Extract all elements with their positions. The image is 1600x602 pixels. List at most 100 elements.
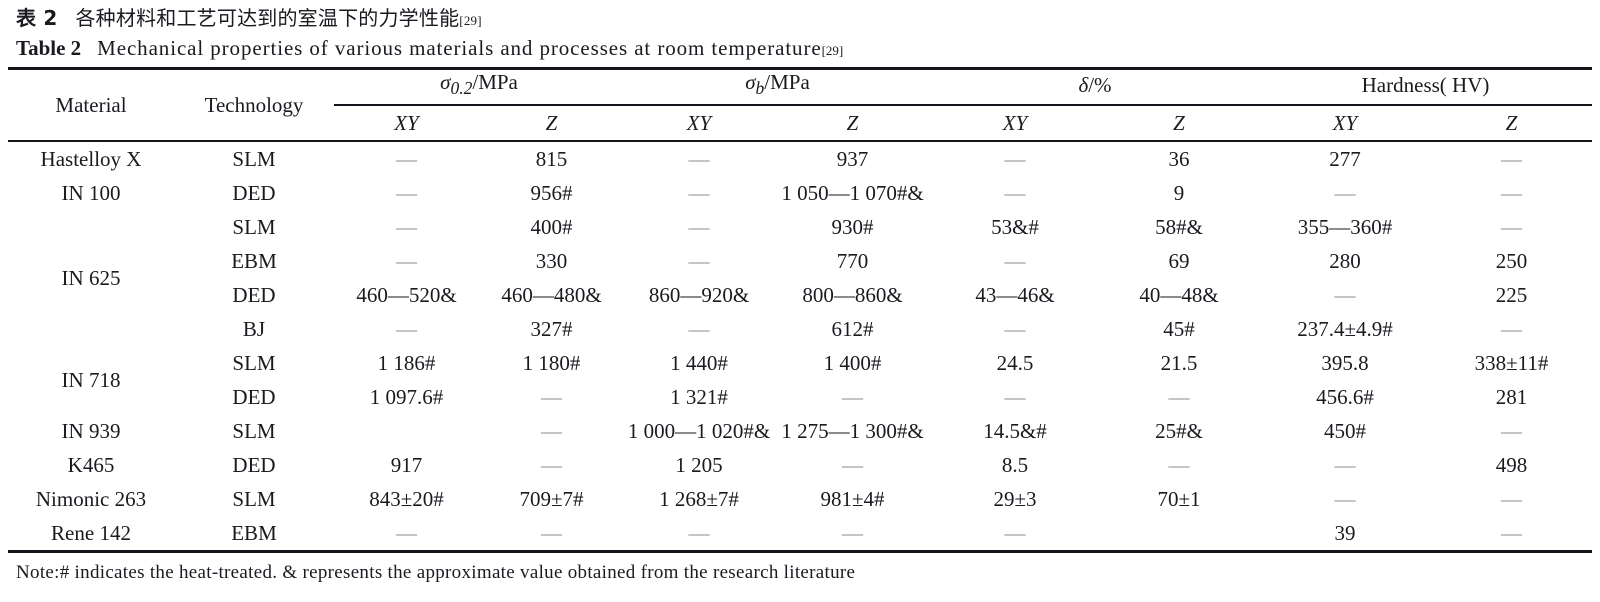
cell-yield-z: — <box>541 520 562 545</box>
cell-tensile-xy: 860—920& <box>648 282 750 307</box>
cell-material: K465 <box>67 452 115 477</box>
cell-yield-xy: 1 186# <box>377 350 436 375</box>
header-group-elongation: δ/% <box>931 70 1259 106</box>
cell-hardness-xy: 277 <box>1329 146 1361 171</box>
header-group-yield-strength: σ0.2/MPa <box>334 70 624 106</box>
cell-technology: SLM <box>232 418 276 443</box>
cell-tensile-z: 1 050—1 070#& <box>781 180 924 205</box>
cell-elongation-z: 69 <box>1168 248 1190 273</box>
cell-yield-xy: — <box>396 520 417 545</box>
cell-yield-xy: — <box>396 248 417 273</box>
cell-elongation-z: 25#& <box>1155 418 1203 443</box>
header-material: Material <box>55 92 127 117</box>
cell-yield-xy: — <box>396 146 417 171</box>
cell-tensile-z: 1 400# <box>823 350 882 375</box>
cell-elongation-xy: 8.5 <box>1001 452 1029 477</box>
table-row: BJ — 327# — 612# — 45# 237.4±4.9# — <box>8 312 1592 346</box>
cell-tensile-xy: 1 321# <box>670 384 728 409</box>
cell-yield-z: 460—480& <box>501 282 602 307</box>
cell-hardness-xy: — <box>1334 180 1356 205</box>
header-sub-hardness-z: Z <box>1505 110 1518 135</box>
table-row: DED 460—520& 460—480& 860—920& 800—860& 43—46… <box>8 278 1592 312</box>
header-sub-yield-xy: XY <box>394 110 419 135</box>
header-technology: Technology <box>204 92 304 117</box>
table-row: IN 100 DED — 956# — 1 050—1 070#& — 9 — — <box>8 176 1592 210</box>
caption-english: Table 2 Mechanical properties of various… <box>16 36 844 60</box>
cell-yield-xy: 460—520& <box>356 282 457 307</box>
cell-tensile-xy: — <box>688 520 710 545</box>
cell-elongation-z: — <box>1168 384 1190 409</box>
cell-elongation-z: 9 <box>1173 180 1185 205</box>
cell-hardness-xy: — <box>1334 282 1356 307</box>
header-group-yield-unit: /MPa <box>472 70 518 95</box>
cell-technology: DED <box>232 452 276 477</box>
cell-hardness-z: 250 <box>1495 248 1528 273</box>
table-row: Nimonic 263 SLM 843±20# 709±7# 1 268±7# 981±4… <box>8 482 1592 516</box>
cell-tensile-z: 612# <box>831 316 874 341</box>
cell-material: Rene 142 <box>51 520 131 545</box>
cell-material: Hastelloy X <box>40 146 142 171</box>
cell-elongation-xy: — <box>1004 146 1026 171</box>
caption-chinese-text: 各种材料和工艺可达到的室温下的力学性能 <box>75 6 460 30</box>
cell-elongation-xy: 29±3 <box>993 486 1037 511</box>
cell-hardness-xy: 456.6# <box>1316 384 1374 409</box>
cell-technology: SLM <box>232 486 276 511</box>
cell-elongation-z: 70±1 <box>1157 486 1201 511</box>
header-group-yield-subscript: 0.2 <box>450 78 473 99</box>
cell-tensile-z: — <box>842 384 863 409</box>
cell-elongation-xy: 14.5&# <box>983 418 1047 443</box>
header-group-elongation-symbol: δ <box>1078 72 1089 97</box>
cell-tensile-xy: — <box>688 180 710 205</box>
table-note: Note:# indicates the heat-treated. & rep… <box>16 562 856 583</box>
header-sub-elongation-xy: XY <box>1002 110 1028 135</box>
cell-tensile-z: 930# <box>831 214 874 239</box>
cell-hardness-xy: — <box>1334 486 1356 511</box>
cell-technology: SLM <box>232 146 276 171</box>
caption-chinese: 表 2 各种材料和工艺可达到的室温下的力学性能 [29] <box>8 0 1592 31</box>
cell-yield-z: — <box>541 418 562 443</box>
cell-material: IN 718 <box>61 367 121 392</box>
cell-hardness-z: — <box>1501 146 1522 171</box>
table-row: IN 939 SLM — 1 000—1 020#& 1 275—1 300#& 14.5… <box>8 414 1592 448</box>
cell-tensile-z: — <box>842 520 863 545</box>
header-group-hardness: Hardness( HV) <box>1259 70 1592 106</box>
cell-elongation-xy: 53&# <box>991 214 1039 239</box>
cell-yield-z: — <box>541 384 562 409</box>
cell-elongation-z: 36 <box>1168 146 1190 171</box>
mechanical-properties-table: Material Technology σ0.2/MPa σb/MPa δ/% <box>8 70 1592 140</box>
table-body: Hastelloy X SLM — 815 — 937 — 36 277 — IN 100 DED — 9… <box>8 142 1592 550</box>
cell-material: IN 100 <box>61 180 121 205</box>
table-row: K465 DED 917 — 1 205 — 8.5 — — 498 <box>8 448 1592 482</box>
header-sub-elongation-z: Z <box>1173 110 1185 135</box>
cell-hardness-xy: 355—360# <box>1297 214 1393 239</box>
table-row: IN 625 SLM — 400# — 930# 53&# 58#& 355—360# — <box>8 210 1592 290</box>
cell-hardness-z: 225 <box>1495 282 1528 307</box>
caption-english-label: Table 2 <box>16 36 82 60</box>
cell-material: IN 625 <box>61 265 121 290</box>
header-subcolumn-row: XY Z XY Z XY Z XY Z <box>8 105 1592 140</box>
cell-hardness-z: 281 <box>1495 384 1528 409</box>
header-group-tensile-unit: /MPa <box>764 70 810 95</box>
cell-technology: SLM <box>232 350 276 375</box>
cell-hardness-z: — <box>1501 180 1522 205</box>
cell-tensile-xy: — <box>688 316 710 341</box>
cell-technology: SLM <box>232 214 276 239</box>
cell-yield-z: 815 <box>535 146 568 171</box>
cell-hardness-z: 338±11# <box>1474 350 1549 375</box>
header-group-tensile-symbol: σ <box>745 70 756 95</box>
cell-material: Nimonic 263 <box>35 486 147 511</box>
cell-yield-xy <box>334 414 479 448</box>
header-group-tensile-subscript: b <box>755 78 765 99</box>
cell-elongation-z <box>1099 516 1259 550</box>
cell-elongation-xy: — <box>1004 180 1026 205</box>
cell-hardness-xy: 395.8 <box>1321 350 1369 375</box>
cell-yield-z: — <box>541 452 562 477</box>
cell-yield-z: 1 180# <box>522 350 581 375</box>
cell-hardness-z: — <box>1501 418 1522 443</box>
header-group-hardness-label: Hardness( HV) <box>1361 72 1490 97</box>
cell-yield-z: 327# <box>530 316 573 341</box>
table-row: Hastelloy X SLM — 815 — 937 — 36 277 — <box>8 142 1592 176</box>
cell-hardness-xy: 39 <box>1334 520 1356 545</box>
cell-elongation-xy: 43—46& <box>975 282 1055 307</box>
